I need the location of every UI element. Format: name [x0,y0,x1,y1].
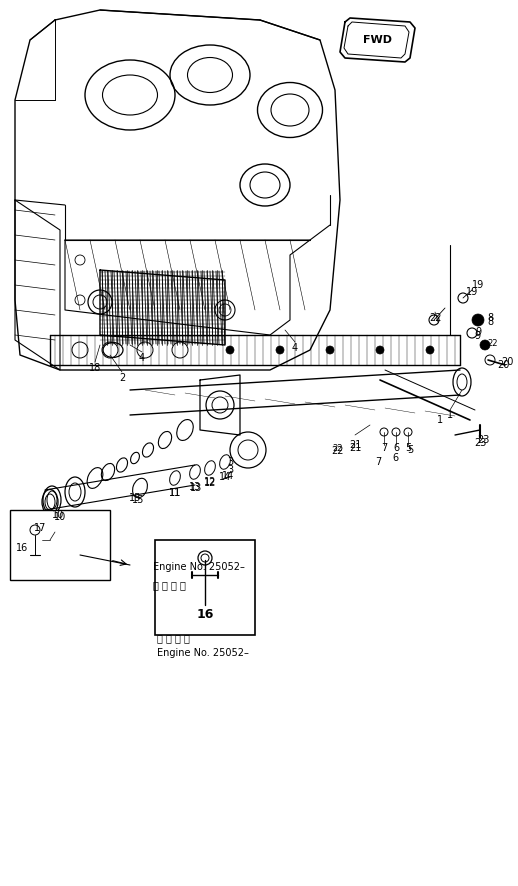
Text: 適 用 号 機: 適 用 号 機 [153,579,185,590]
Text: 12: 12 [204,478,216,488]
Text: 19: 19 [472,280,484,290]
Circle shape [480,340,490,350]
Text: 21: 21 [349,443,361,453]
Text: 7: 7 [375,457,381,467]
Text: 7: 7 [381,443,387,453]
Text: 13: 13 [189,482,201,492]
Text: 20: 20 [497,360,509,370]
Circle shape [472,314,484,326]
Circle shape [376,346,384,354]
Text: 4: 4 [292,343,298,353]
Text: 10: 10 [52,510,64,520]
Text: 9: 9 [474,331,480,341]
Text: 8: 8 [487,313,493,323]
Circle shape [226,346,234,354]
Text: 18: 18 [89,363,101,373]
Text: 14: 14 [219,472,231,482]
Text: 22: 22 [332,446,344,456]
Text: Engine No. 25052–: Engine No. 25052– [153,562,244,572]
Circle shape [326,346,334,354]
Text: 16: 16 [196,609,214,621]
Text: 22: 22 [488,338,498,347]
Text: 23: 23 [477,435,489,445]
Text: 20: 20 [501,357,513,367]
Text: 15: 15 [129,493,141,503]
Text: 2: 2 [119,373,125,383]
Text: 6: 6 [393,443,399,453]
Text: 19: 19 [466,287,478,297]
Bar [155,540,255,635]
Text: 17: 17 [34,523,46,533]
Text: 3: 3 [227,465,233,475]
Text: 23: 23 [474,438,486,448]
Text: 13: 13 [190,483,202,493]
Text: 1: 1 [447,410,453,420]
Bar [10,510,110,580]
Text: 15: 15 [132,495,144,505]
Text: 1: 1 [437,415,443,425]
Text: 4: 4 [139,353,145,363]
Text: 16: 16 [16,543,28,553]
Text: 22: 22 [429,313,441,323]
Text: 6: 6 [392,453,398,463]
Circle shape [93,295,107,309]
Circle shape [276,346,284,354]
Circle shape [426,346,434,354]
Text: 適 用 号 機: 適 用 号 機 [157,633,190,643]
Text: 22: 22 [333,444,343,453]
Text: 11: 11 [169,488,181,498]
Text: FWD: FWD [363,35,392,45]
Text: 21: 21 [349,440,361,450]
Text: 5: 5 [405,443,411,453]
Text: 9: 9 [475,327,481,337]
Text: 8: 8 [487,317,493,327]
Text: 14: 14 [222,471,234,481]
Text: 5: 5 [407,445,413,455]
Text: 11: 11 [169,488,181,498]
Text: 10: 10 [54,512,66,522]
Text: 3: 3 [227,457,233,467]
Text: 12: 12 [204,477,216,487]
Text: Engine No. 25052–: Engine No. 25052– [157,648,249,658]
